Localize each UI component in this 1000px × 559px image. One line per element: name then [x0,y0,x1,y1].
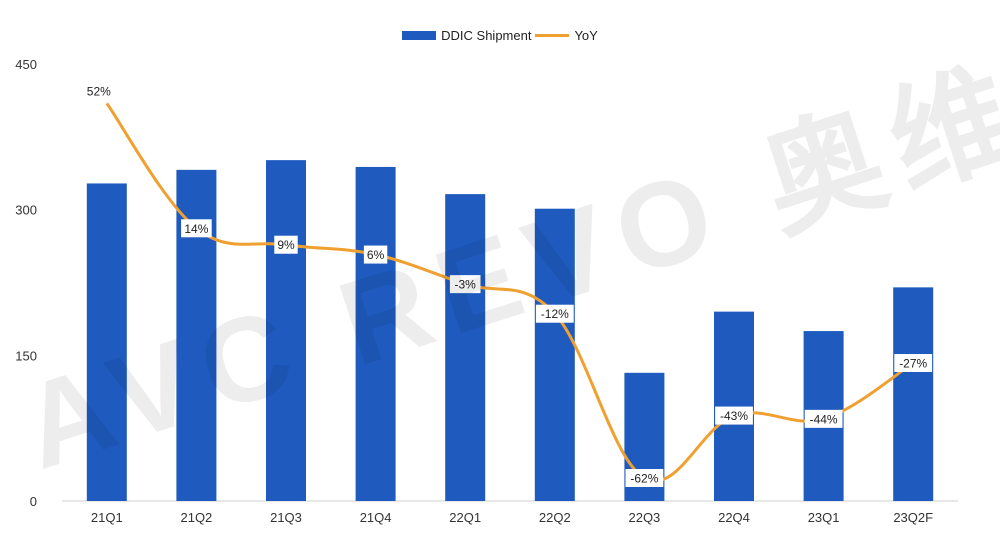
x-tick-label: 23Q1 [808,510,840,525]
bar-23Q2F [893,287,934,501]
yoy-label-box [449,275,481,294]
yoy-data-label: -62% [630,472,658,486]
yoy-data-label: -27% [899,357,927,371]
yoy-label-box [363,245,388,264]
legend-swatch-line [535,34,570,37]
yoy-data-label: 6% [367,248,385,262]
yoy-label-box [625,469,664,487]
legend-item-yoy: YoY [535,28,598,43]
y-tick-label: 450 [15,57,37,72]
yoy-data-label: -44% [810,412,838,426]
legend: DDIC Shipment YoY [0,28,1000,43]
yoy-label-box [715,406,753,425]
bar-21Q1 [86,183,127,502]
x-tick-label: 22Q1 [449,510,481,525]
bar-21Q3 [266,160,306,501]
x-tick-label: 21Q4 [360,510,392,525]
bar-22Q2 [534,208,575,501]
x-tick-label: 21Q3 [270,510,302,525]
yoy-label-box [894,354,933,372]
x-tick-label: 22Q2 [539,510,571,525]
bar-21Q4 [355,166,396,501]
y-tick-label: 300 [15,203,37,218]
yoy-label-box [804,409,843,428]
legend-item-shipment: DDIC Shipment [402,28,531,43]
bar-22Q1 [445,194,486,501]
yoy-data-label: -3% [455,278,477,292]
yoy-data-label: -12% [541,307,569,321]
legend-swatch-bar [402,31,437,40]
legend-label-shipment: DDIC Shipment [441,28,532,43]
y-tick-label: 0 [30,494,37,509]
x-tick-label: 23Q2F [893,510,933,525]
yoy-label-box [535,304,574,323]
yoy-data-label: 9% [277,238,295,252]
bar-22Q4 [714,311,754,501]
x-tick-label: 22Q4 [718,510,750,525]
x-tick-label: 21Q1 [91,510,123,525]
y-tick-label: 150 [15,348,37,363]
yoy-data-label: 52% [87,84,111,98]
yoy-label-box [274,235,298,254]
yoy-data-label: 14% [184,222,208,236]
x-tick-label: 21Q2 [180,510,212,525]
yoy-data-label: -43% [720,409,748,423]
yoy-label-box [181,219,212,238]
yoy-line [105,102,914,483]
x-tick-label: 22Q3 [628,510,660,525]
legend-label-yoy: YoY [574,28,598,43]
